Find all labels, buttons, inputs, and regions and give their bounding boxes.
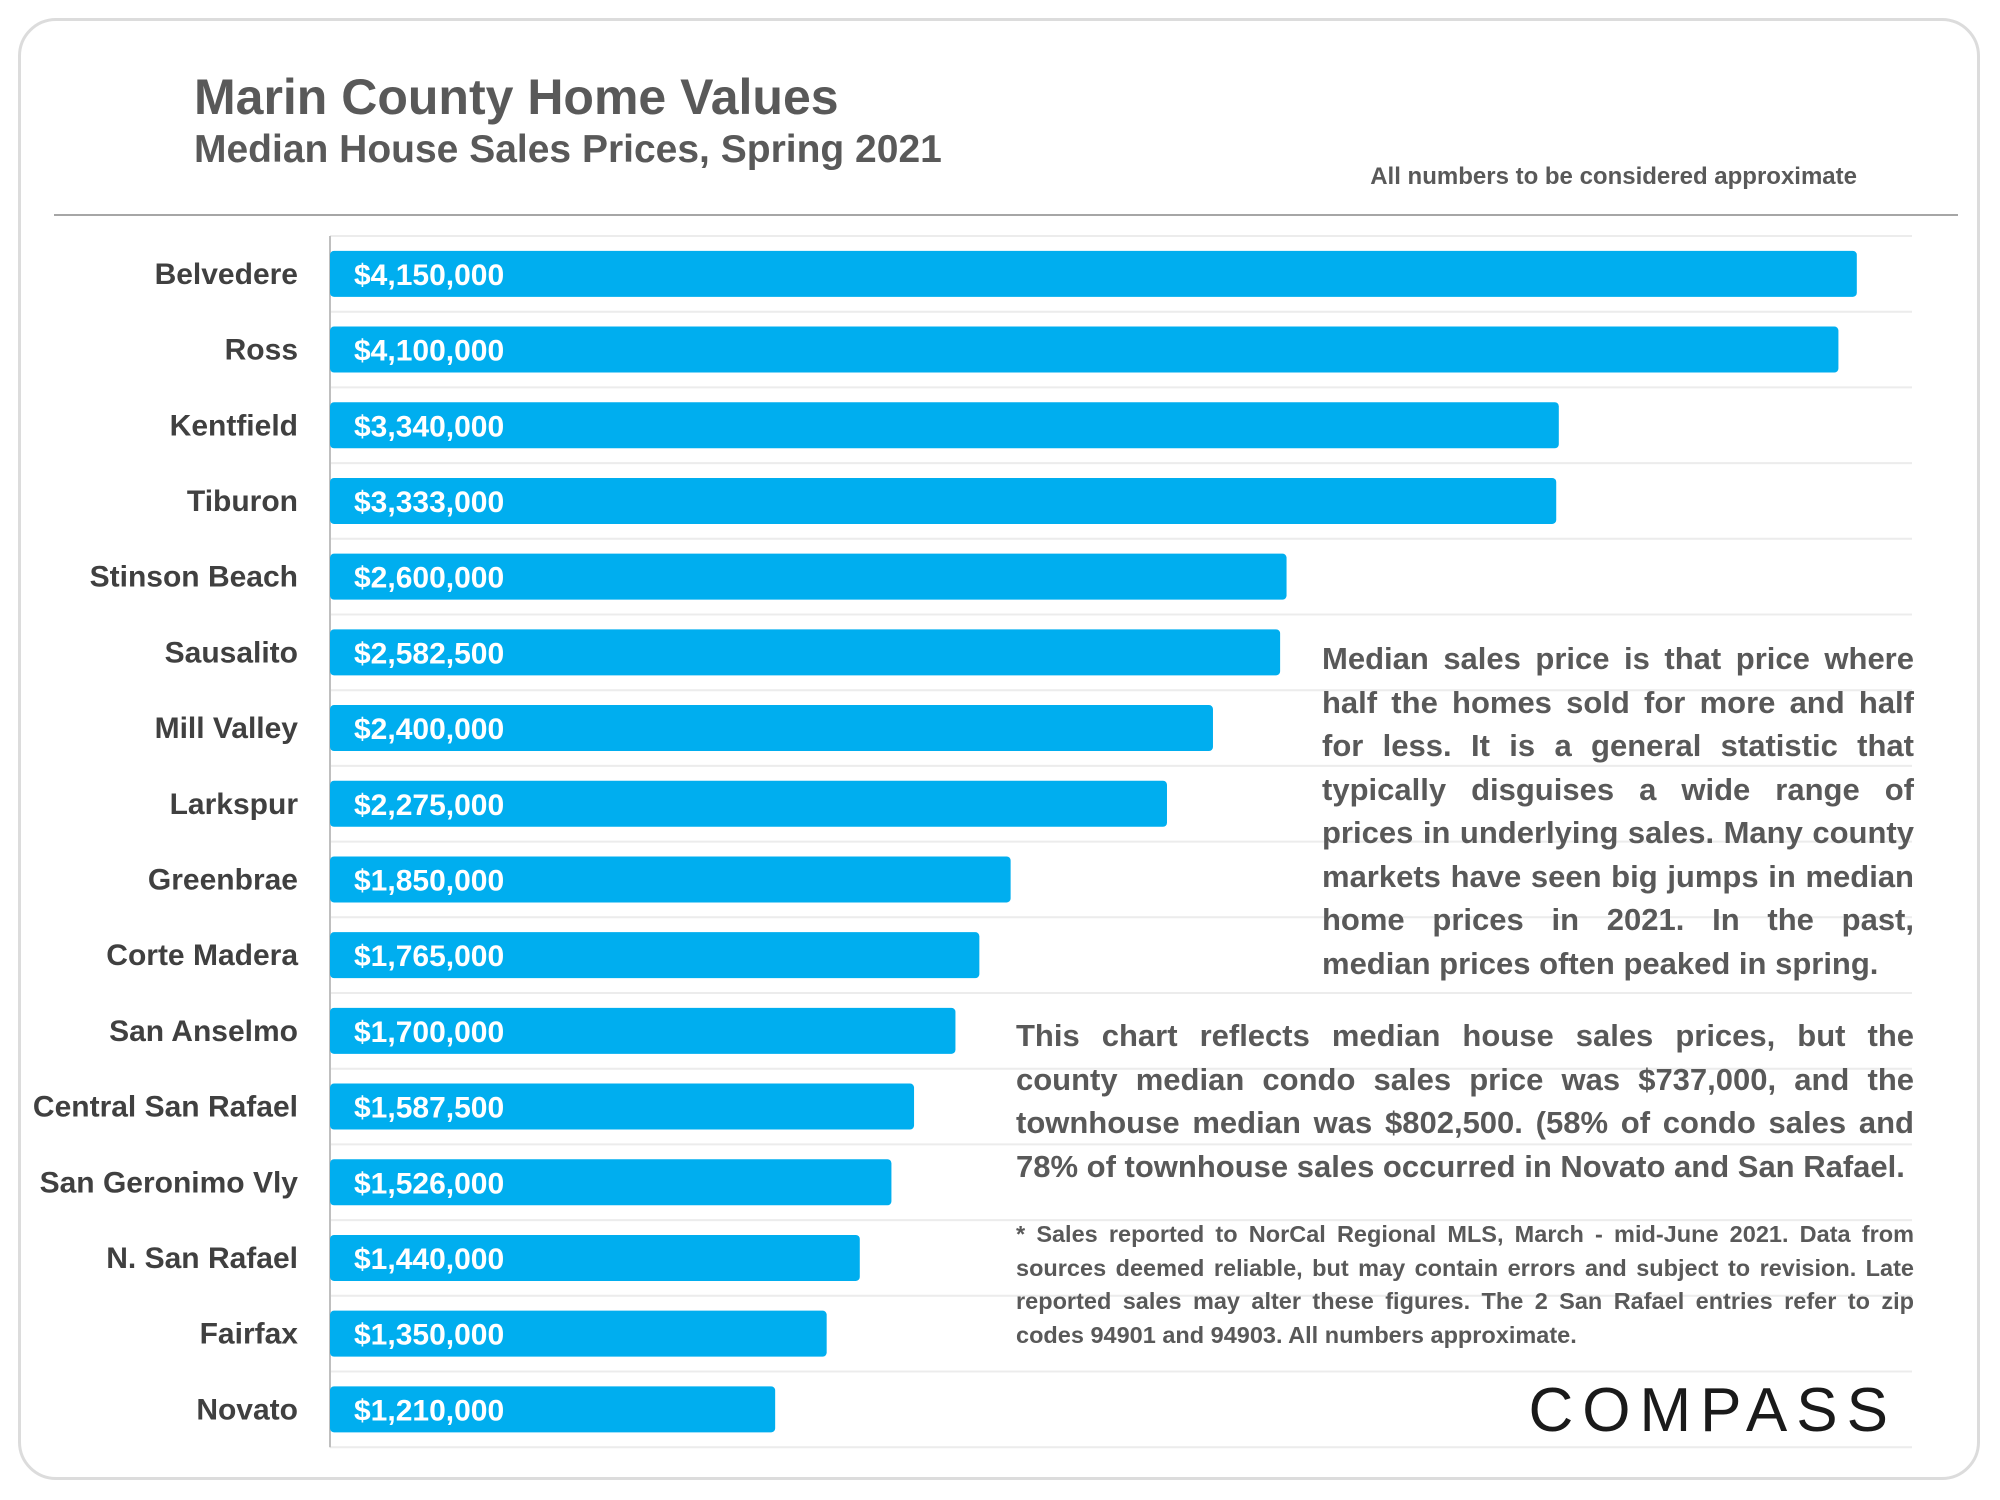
bar-value-label: $2,600,000	[354, 562, 504, 595]
bar-value-label: $1,765,000	[354, 940, 504, 973]
header-divider	[54, 214, 1958, 216]
category-label: Greenbrae	[148, 863, 298, 896]
median-explainer-text: Median sales price is that price where h…	[1322, 641, 1914, 981]
bar	[330, 705, 1213, 752]
category-label: Sausalito	[165, 636, 298, 669]
bar-value-label: $2,275,000	[354, 789, 504, 822]
bar	[330, 250, 1857, 297]
bar	[330, 1386, 776, 1433]
category-label: Belvedere	[155, 258, 298, 291]
bar	[330, 1007, 956, 1054]
compass-logo: COMPASS	[1528, 1376, 1897, 1445]
bar-value-label: $1,526,000	[354, 1167, 504, 1200]
category-label: Corte Madera	[106, 939, 298, 972]
category-label: Fairfax	[200, 1318, 299, 1351]
category-label: Novato	[196, 1393, 298, 1426]
category-label: Mill Valley	[155, 712, 299, 745]
bar	[330, 856, 1011, 903]
category-label: Central San Rafael	[33, 1091, 298, 1124]
bar	[330, 1083, 915, 1130]
condo-note-text: This chart reflects median house sales p…	[1016, 1018, 1914, 1184]
approximate-note: All numbers to be considered approximate	[1370, 163, 1857, 190]
bar	[330, 402, 1559, 449]
bar	[330, 1234, 860, 1281]
category-label: Kentfield	[170, 409, 298, 442]
bar-value-label: $4,100,000	[354, 335, 504, 368]
bar	[330, 780, 1167, 827]
bar	[330, 932, 980, 979]
bar-value-label: $2,400,000	[354, 713, 504, 746]
category-label: Larkspur	[170, 788, 299, 821]
bar-value-label: $3,340,000	[354, 410, 504, 443]
category-label: Ross	[225, 334, 298, 367]
bar	[330, 1310, 827, 1357]
footnote-text: * Sales reported to NorCal Regional MLS,…	[1016, 1221, 1914, 1348]
bar-value-label: $1,850,000	[354, 864, 504, 897]
bar-value-label: $3,333,000	[354, 486, 504, 519]
bar-value-label: $4,150,000	[354, 259, 504, 292]
chart-title: Marin County Home Values	[194, 69, 839, 125]
bar-value-label: $2,582,500	[354, 637, 504, 670]
category-label: Tiburon	[187, 485, 298, 518]
bar	[330, 1159, 892, 1206]
bar	[330, 629, 1281, 676]
bar-value-label: $1,587,500	[354, 1092, 504, 1125]
category-label: N. San Rafael	[106, 1242, 298, 1275]
category-label: Stinson Beach	[90, 561, 298, 594]
bar	[330, 326, 1839, 373]
chart-subtitle: Median House Sales Prices, Spring 2021	[194, 128, 942, 171]
bar	[330, 553, 1287, 600]
category-label: San Anselmo	[109, 1015, 298, 1048]
bar-value-label: $1,210,000	[354, 1394, 504, 1427]
category-label: San Geronimo Vly	[40, 1166, 299, 1199]
bar	[330, 477, 1557, 524]
bar-value-label: $1,700,000	[354, 1016, 504, 1049]
bar-value-label: $1,350,000	[354, 1319, 504, 1352]
bar-value-label: $1,440,000	[354, 1243, 504, 1276]
